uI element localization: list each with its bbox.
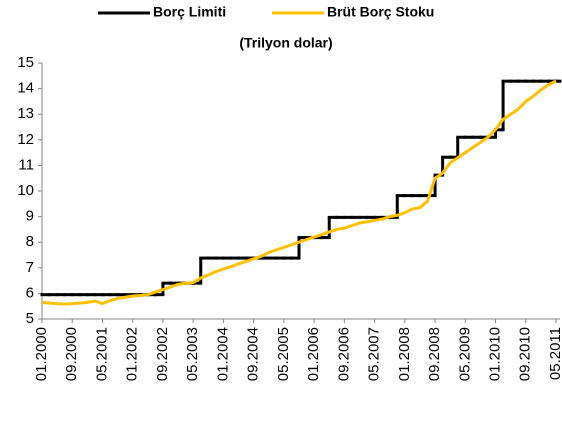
x-tick-label: 01.2004	[214, 327, 231, 381]
y-tick-label: 12	[17, 131, 34, 148]
y-tick-label: 9	[26, 208, 34, 225]
x-tick-label: 01.2008	[396, 327, 413, 381]
x-tick-label: 05.2003	[184, 327, 201, 381]
x-tick-label: 09.2008	[426, 327, 443, 381]
series-line	[41, 79, 557, 306]
y-tick-label: 7	[26, 259, 34, 276]
x-tick-label: 05.2009	[456, 327, 473, 381]
x-tick-label: 09.2004	[245, 327, 262, 381]
legend-label: Borç Limiti	[153, 4, 226, 20]
x-tick-label: 09.2000	[63, 327, 80, 381]
chart-title: (Trilyon dolar)	[239, 35, 332, 51]
y-tick-label: 15	[17, 54, 34, 71]
x-tick-label: 01.2006	[305, 327, 322, 381]
legend-label: Brüt Borç Stoku	[327, 4, 434, 20]
x-tick-label: 05.2001	[93, 327, 110, 381]
x-tick-label: 05.2007	[366, 327, 383, 381]
x-tick-label: 01.2000	[33, 327, 50, 381]
x-tick-label: 09.2006	[335, 327, 352, 381]
y-tick-label: 6	[26, 284, 34, 301]
x-tick-label: 09.2002	[154, 327, 171, 381]
y-tick-label: 11	[18, 156, 34, 173]
y-tick-label: 13	[17, 105, 34, 122]
y-tick-label: 14	[17, 80, 34, 97]
y-tick-label: 8	[26, 233, 34, 250]
y-tick-label: 5	[26, 310, 34, 327]
x-tick-label: 09.2010	[517, 327, 534, 381]
x-tick-label: 01.2010	[486, 327, 503, 381]
x-tick-label: 05.2005	[275, 327, 292, 381]
y-tick-label: 10	[17, 182, 34, 199]
x-tick-label: 05.2011	[547, 327, 562, 380]
x-tick-label: 01.2002	[124, 327, 141, 381]
